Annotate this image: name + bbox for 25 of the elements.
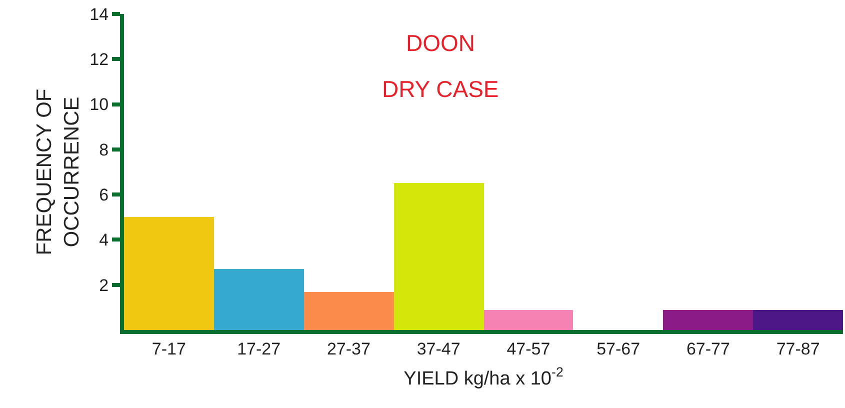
bar — [484, 310, 573, 330]
y-tick-label: 10 — [90, 95, 109, 114]
x-axis-title: YIELD kg/ha x 10$^{-2}$ — [404, 364, 564, 390]
bar — [214, 269, 304, 330]
y-tick-label: 2 — [99, 276, 109, 295]
x-tick-label: 67-77 — [686, 339, 730, 358]
y-tick-label: 4 — [99, 230, 109, 250]
x-tick-label: 27-37 — [326, 339, 370, 358]
bar — [304, 292, 394, 330]
x-tick-label: 17-27 — [237, 339, 281, 358]
bar — [663, 310, 753, 330]
x-tick-label: 7-17 — [152, 339, 186, 358]
x-tick-label: 47-57 — [506, 339, 550, 358]
text: DRY CASE — [382, 76, 499, 102]
x-tick-label: 77-87 — [776, 339, 820, 358]
x-tick-label: 37-47 — [416, 339, 460, 358]
y-tick-label: 14 — [90, 4, 109, 24]
x-tick-label: 57-67 — [596, 339, 640, 358]
y-tick-label: 8 — [99, 140, 109, 160]
bar — [394, 183, 484, 330]
bar — [753, 310, 843, 330]
y-tick-label: 6 — [99, 186, 109, 205]
y-tick-label: 12 — [90, 50, 109, 70]
y-axis-title: FREQUENCY OF OCCURRENCE — [33, 88, 84, 256]
text: DOON — [406, 30, 475, 56]
